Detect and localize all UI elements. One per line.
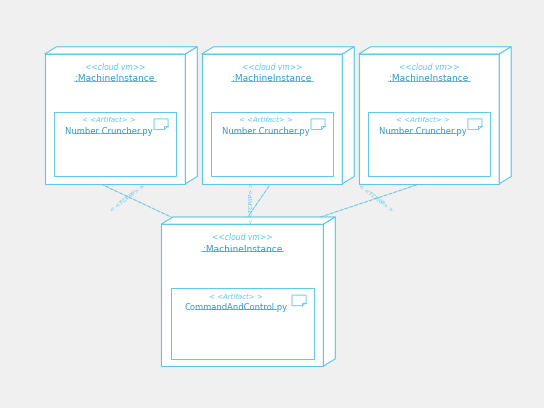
FancyBboxPatch shape xyxy=(368,112,490,176)
Text: < <Artifact> >: < <Artifact> > xyxy=(395,117,449,123)
Polygon shape xyxy=(342,47,354,184)
Text: < <TCP/IP> >: < <TCP/IP> > xyxy=(358,183,394,213)
Text: Number Cruncher.py: Number Cruncher.py xyxy=(379,127,466,136)
Text: :MachineInstance: :MachineInstance xyxy=(202,244,282,253)
Text: :MachineInstance: :MachineInstance xyxy=(232,74,312,83)
Text: CommandAndControl.py: CommandAndControl.py xyxy=(184,303,287,312)
Polygon shape xyxy=(161,217,335,224)
Polygon shape xyxy=(499,47,511,184)
Polygon shape xyxy=(154,119,168,129)
Polygon shape xyxy=(311,119,325,129)
FancyBboxPatch shape xyxy=(171,288,314,359)
Text: :MachineInstance: :MachineInstance xyxy=(76,74,154,83)
Text: < <TCP/IP> >: < <TCP/IP> > xyxy=(249,182,254,224)
Text: < <TCP/IP> >: < <TCP/IP> > xyxy=(109,183,146,213)
Text: :MachineInstance: :MachineInstance xyxy=(390,74,468,83)
Text: <<cloud vm>>: <<cloud vm>> xyxy=(399,63,459,72)
Polygon shape xyxy=(202,47,354,54)
FancyBboxPatch shape xyxy=(54,112,176,176)
Text: < <Artifact> >: < <Artifact> > xyxy=(82,117,135,123)
Text: < <Artifact> >: < <Artifact> > xyxy=(209,293,263,299)
Text: <<cloud vm>>: <<cloud vm>> xyxy=(212,233,273,242)
FancyBboxPatch shape xyxy=(212,112,332,176)
FancyBboxPatch shape xyxy=(45,54,186,184)
Text: < <Artifact> >: < <Artifact> > xyxy=(239,117,292,123)
FancyBboxPatch shape xyxy=(161,224,324,366)
Text: <<cloud vm>>: <<cloud vm>> xyxy=(242,63,302,72)
Polygon shape xyxy=(324,217,335,366)
Polygon shape xyxy=(186,47,197,184)
Polygon shape xyxy=(468,119,482,129)
Polygon shape xyxy=(292,295,306,306)
Text: <<cloud vm>>: <<cloud vm>> xyxy=(85,63,145,72)
FancyBboxPatch shape xyxy=(358,54,499,184)
FancyBboxPatch shape xyxy=(202,54,342,184)
Text: Number Cruncher.py: Number Cruncher.py xyxy=(65,127,152,136)
Polygon shape xyxy=(358,47,511,54)
Polygon shape xyxy=(45,47,197,54)
Text: Number Cruncher.py: Number Cruncher.py xyxy=(221,127,310,136)
